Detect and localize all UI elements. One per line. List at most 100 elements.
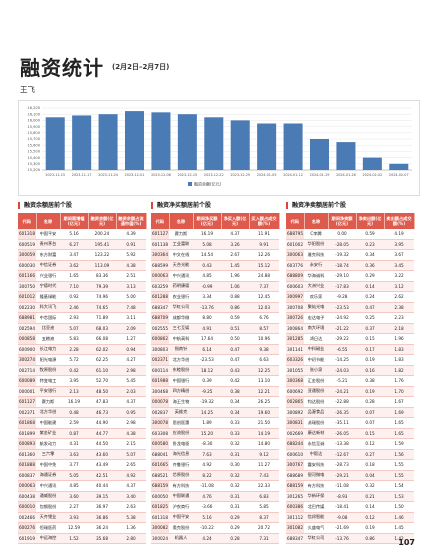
table-cell: 603776 xyxy=(286,260,304,271)
legend-label: 融资余额(亿元) xyxy=(194,181,222,187)
table-row: 601127 赛力斯 16.19 47.83 4.37 xyxy=(18,396,146,408)
table-cell: 71.89 xyxy=(88,312,116,324)
table-cell: 1.83 xyxy=(384,354,414,366)
table-cell: 0.38 xyxy=(221,386,249,397)
table-row: 300082 奥克股份 -10.22 0.29 20.72 xyxy=(151,522,279,534)
table-cell: 0.88 xyxy=(221,291,249,303)
table-row: 002466 天齐锂业 3.93 36.86 5.38 xyxy=(18,512,146,523)
table-cell: 1.54 xyxy=(384,480,414,492)
table-cell: 000001 xyxy=(18,386,36,397)
table-cell: 603259 xyxy=(151,281,169,292)
table-cell: 3.45 xyxy=(384,260,414,271)
table-cell: 4.85 xyxy=(60,480,88,492)
table-cell: 0.36 xyxy=(356,260,384,271)
table-cell: 0.07 xyxy=(356,407,384,418)
table-cell: 5.85 xyxy=(249,501,279,513)
table-row: 300892 品渥食品 -26.35 0.07 1.69 xyxy=(286,407,414,418)
table-cell: 12.21 xyxy=(249,386,279,397)
table-cell: -23.53 xyxy=(193,354,221,366)
table-cell: 688709 xyxy=(151,312,169,324)
table-cell: 农业银行 xyxy=(169,291,193,303)
table-cell: 0.00 xyxy=(328,229,356,240)
table-cell: -26.35 xyxy=(328,407,356,418)
table-cell: 0.48 xyxy=(60,407,88,418)
column-header: 名称 xyxy=(169,213,194,229)
table-cell: 0.27 xyxy=(356,449,384,460)
table-cell: 1.70 xyxy=(384,386,414,397)
table-cell: -18.41 xyxy=(328,501,356,513)
table-cell: 2.80 xyxy=(116,533,146,544)
table-cell: 中航高科 xyxy=(169,333,193,345)
table-cell: 688981 xyxy=(18,312,36,324)
table-cell: 永信至诚 xyxy=(304,438,328,450)
table-cell: 601288 xyxy=(151,291,169,303)
table-row: 601868 中国能建 2.59 44.90 2.98 xyxy=(18,417,146,429)
bar xyxy=(283,123,303,170)
y-tick-label: 16,000 xyxy=(27,119,40,123)
table-cell: 300767 xyxy=(286,459,304,471)
table-cell: -13.76 xyxy=(328,533,356,544)
table-cell: 48.50 xyxy=(88,386,116,397)
table-cell: 13.10 xyxy=(249,375,279,387)
table-row: 600089 特变电工 3.95 52.70 5.45 xyxy=(18,375,146,387)
table-row: 300078 思创医惠 1.89 0.33 21.50 xyxy=(151,417,279,429)
y-tick-label: 15,500 xyxy=(27,150,40,154)
x-tick-label: 2023-12-01 xyxy=(125,173,145,177)
author: 王飞 xyxy=(20,85,35,94)
table-row: 688709 成都华微 8.80 0.59 6.76 xyxy=(151,312,279,324)
table-cell: 600610 xyxy=(286,449,304,460)
table-cell: 601318 xyxy=(18,229,36,240)
data-table: 代码 名称 期间周增幅(亿元) 融资余额(亿元) 融资余额占流通市值(%) 601318 中… xyxy=(18,213,147,544)
table-cell: -11.08 xyxy=(193,480,221,492)
section-title: 融资净买额居前个股 xyxy=(151,202,211,209)
table-row: 688159 有方科技 -11.08 0.32 1.54 xyxy=(286,480,414,492)
table-cell: 1.83 xyxy=(384,344,414,355)
table-cell: 601919 xyxy=(18,533,36,544)
table-row: 600386 北巴传媒 -18.41 0.14 1.50 xyxy=(286,501,414,513)
table-cell: -26.05 xyxy=(328,428,356,439)
table-cell: 华阳股份 xyxy=(304,239,328,250)
table-cell: 海光信息 xyxy=(169,449,193,460)
table-cell: 隆基绿能 xyxy=(36,291,60,303)
table-cell: 601138 xyxy=(151,239,169,250)
y-tick-label: 16,100 xyxy=(27,112,40,116)
table-cell: 康达新材 xyxy=(304,428,328,439)
table-cell: 1.67 xyxy=(384,396,414,408)
table-cell: 688689 xyxy=(286,470,304,481)
bar xyxy=(230,120,250,170)
table-cell: 亚通股份 xyxy=(304,386,328,397)
column-header: 净买入额(亿元) xyxy=(221,213,250,229)
table-cell: 赛力斯 xyxy=(36,396,60,408)
bar xyxy=(72,115,92,170)
table-cell: 16.19 xyxy=(193,229,221,240)
table-cell: 603326 xyxy=(286,354,304,366)
table-cell: 中初节能 xyxy=(304,354,328,366)
x-tick-label: 2023-11-24 xyxy=(98,173,118,177)
table-cell: 4.76 xyxy=(193,491,221,502)
table-cell: 张小泉 xyxy=(304,365,328,376)
table-row: 600893 航发动力 4.31 44.50 2.15 xyxy=(18,438,146,450)
table-cell: 赛力斯 xyxy=(169,229,193,240)
table-cell: 601002 xyxy=(286,239,304,250)
bar xyxy=(204,117,224,170)
table-cell: 15.20 xyxy=(193,428,221,439)
table-cell: 300864 xyxy=(286,323,304,334)
table-cell: 002865 xyxy=(286,396,304,408)
bar xyxy=(309,139,330,170)
table-cell: 4.91 xyxy=(193,323,221,334)
table-cell: 9.12 xyxy=(249,449,279,460)
table-cell: 0.29 xyxy=(221,512,249,523)
table-cell: 0.12 xyxy=(356,512,384,523)
table-cell: 002466 xyxy=(18,512,36,523)
table-cell: 芯原股份 xyxy=(169,470,193,481)
table-cell: -19.32 xyxy=(193,396,221,408)
table-cell: 5.45 xyxy=(116,375,146,387)
bar xyxy=(389,163,409,170)
table-row: 600580 卧龙电驱 -8.30 0.32 14.80 xyxy=(151,438,279,450)
table-cell: 4.37 xyxy=(116,480,146,492)
table-cell: 688244 xyxy=(286,438,304,450)
table-cell: 东睦股份 xyxy=(169,365,193,376)
table-cell: 600900 xyxy=(18,344,36,355)
table-row: 301112 信邦智能 -9.08 0.12 1.46 xyxy=(286,512,414,523)
x-tick-label: 2024-01-12 xyxy=(283,173,303,177)
